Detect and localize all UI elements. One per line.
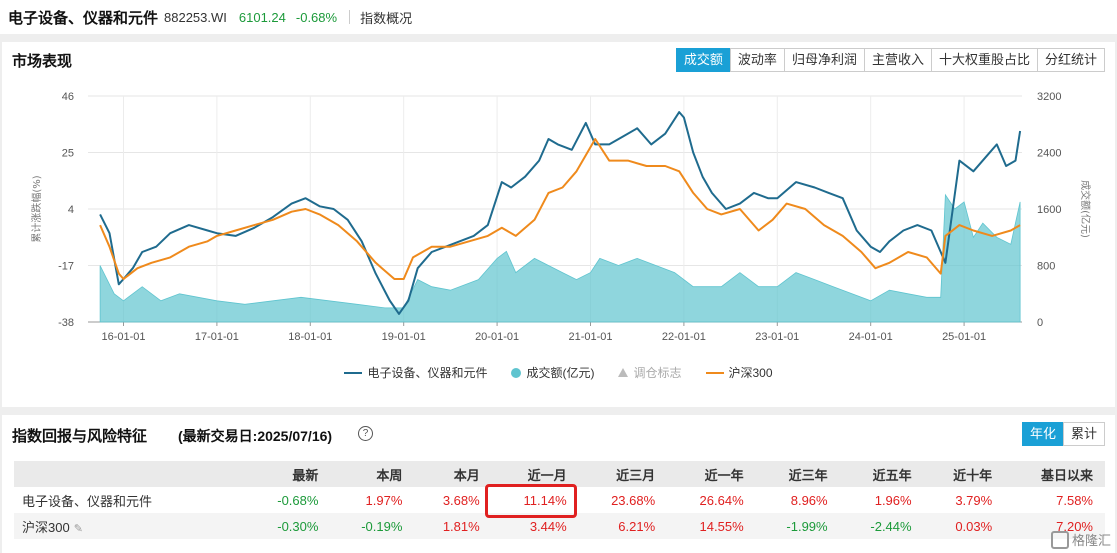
index-code: 882253.WI (164, 9, 227, 25)
y-left-axis-label: 累计涨跌幅(%) (30, 175, 43, 242)
y-left-tick-label: -17 (58, 261, 74, 273)
chart-legend: 电子设备、仪器和元件 成交额(亿元) 调仓标志 沪深300 (2, 364, 1115, 381)
tab-annualized[interactable]: 年化 (1021, 422, 1064, 446)
market-panel: 市场表现 成交额 波动率 归母净利润 主营收入 十大权重股占比 分红统计 46 3… (2, 42, 1115, 407)
index-price: 6101.24 (238, 9, 286, 25)
overview-link[interactable]: 指数概况 (360, 10, 413, 26)
x-tick-label: 24-01-01 (849, 331, 893, 343)
returns-tabs: 年化 累计 (1021, 422, 1105, 446)
y-right-tick-label: 0 (1037, 317, 1043, 329)
row-name: 沪深300 ✎ (14, 513, 247, 539)
legend-item-turnover[interactable]: 成交额(亿元) (511, 364, 594, 381)
table-cell: 1.96% (874, 492, 912, 508)
market-title: 市场表现 (12, 53, 73, 70)
index-change: -0.68% (295, 9, 338, 25)
y-left-tick-label: -38 (58, 317, 74, 329)
tab-cumulative[interactable]: 累计 (1062, 422, 1105, 446)
series-line-index (99, 111, 1022, 315)
y-right-tick-label: 2400 (1037, 148, 1061, 160)
table-cell: 23.68% (611, 492, 656, 508)
watermark-logo-icon (1050, 530, 1069, 549)
x-tick-label: 21-01-01 (568, 331, 612, 343)
col-header: 近一年 (667, 461, 756, 487)
tab-dividend[interactable]: 分红统计 (1036, 48, 1105, 72)
col-header: 近三月 (578, 461, 668, 487)
row-name: 电子设备、仪器和元件 (22, 493, 153, 509)
table-cell: -1.99% (755, 513, 840, 539)
col-header: 最新 (246, 461, 331, 487)
table-cell: 26.64% (699, 492, 744, 508)
x-tick-label: 19-01-01 (382, 331, 426, 343)
tab-net-profit[interactable]: 归母净利润 (783, 48, 865, 72)
table-cell: -2.44% (839, 513, 924, 539)
col-header: 本周 (330, 461, 415, 487)
col-header: 近五年 (839, 461, 924, 487)
table-row: 沪深300 ✎ -0.30% -0.19% 1.81% 3.44% 6.21% 1… (14, 513, 1105, 539)
y-left-tick-label: 25 (62, 148, 74, 160)
market-chart[interactable]: 46 3200 25 2400 4 1600 -17 800 -38 0 16-01-01 17-01… (2, 82, 1115, 362)
y-right-tick-label: 3200 (1037, 91, 1061, 103)
table-header-row: 最新 本周 本月 近一月 近三月 近一年 近三年 近五年 近十年 基日以来 (14, 461, 1105, 487)
edit-pencil-icon[interactable]: ✎ (73, 522, 83, 535)
table-cell: 8.96% (790, 492, 828, 508)
table-cell: 1.81% (414, 513, 492, 539)
table-cell: 14.55% (667, 513, 756, 539)
top-bar: 电子设备、仪器和元件 882253.WI 6101.24 -0.68% 指数概况 (0, 0, 1117, 34)
series-area-turnover (99, 193, 1021, 323)
table-cell: 0.03% (923, 513, 1005, 539)
tab-top10-weight[interactable]: 十大权重股占比 (930, 48, 1038, 72)
table-cell: 6.21% (578, 513, 668, 539)
table-cell: 1.97% (365, 492, 403, 508)
col-header: 近十年 (923, 461, 1005, 487)
y-right-tick-label: 800 (1037, 261, 1055, 273)
y-left-tick-label: 4 (68, 204, 74, 216)
x-tick-label: 16-01-01 (101, 331, 145, 343)
x-tick-label: 18-01-01 (288, 331, 332, 343)
watermark: 格隆汇 (1050, 530, 1111, 549)
table-cell: 7.20% (1004, 513, 1105, 539)
x-tick-label: 25-01-01 (942, 331, 986, 343)
legend-item-rebalance[interactable]: 调仓标志 (618, 364, 682, 381)
col-header: 本月 (414, 461, 492, 487)
table-cell: -0.68% (277, 492, 319, 508)
tab-volatility[interactable]: 波动率 (729, 48, 785, 72)
market-tabs: 成交额 波动率 归母净利润 主营收入 十大权重股占比 分红统计 (675, 48, 1105, 72)
table-row: 电子设备、仪器和元件 -0.68% 1.97% 3.68% 11.14% 23.… (14, 487, 1105, 513)
table-cell: -0.19% (330, 513, 415, 539)
series-line-hs300 (99, 138, 1021, 280)
x-tick-label: 23-01-01 (755, 331, 799, 343)
returns-title: 指数回报与风险特征 (12, 428, 148, 445)
tab-revenue[interactable]: 主营收入 (863, 48, 932, 72)
y-left-tick-label: 46 (62, 91, 74, 103)
highlight-box (485, 484, 577, 518)
col-header: 近三年 (755, 461, 840, 487)
help-icon[interactable]: ? (358, 426, 373, 441)
table-cell: 3.79% (955, 492, 993, 508)
col-header: 近一月 (491, 461, 579, 487)
y-right-axis-label: 成交额(亿元) (1079, 180, 1092, 238)
col-header: 基日以来 (1004, 461, 1105, 487)
x-tick-label: 20-01-01 (475, 331, 519, 343)
tab-turnover[interactable]: 成交额 (675, 48, 731, 72)
index-name: 电子设备、仪器和元件 (8, 9, 159, 27)
table-cell: 3.68% (442, 492, 480, 508)
legend-item-hs300[interactable]: 沪深300 (705, 364, 773, 381)
col-header (14, 461, 247, 487)
returns-table: 最新 本周 本月 近一月 近三月 近一年 近三年 近五年 近十年 基日以来 电子… (14, 461, 1105, 539)
table-cell: 11.14% (523, 492, 567, 508)
y-right-tick-label: 1600 (1037, 204, 1061, 216)
x-tick-label: 22-01-01 (662, 331, 706, 343)
x-tick-label: 17-01-01 (195, 331, 239, 343)
returns-subtitle: (最新交易日:2025/07/16) (178, 428, 333, 444)
table-cell: -0.30% (246, 513, 331, 539)
legend-item-index[interactable]: 电子设备、仪器和元件 (344, 364, 487, 381)
table-cell: 7.58% (1056, 492, 1093, 508)
divider (349, 10, 351, 24)
